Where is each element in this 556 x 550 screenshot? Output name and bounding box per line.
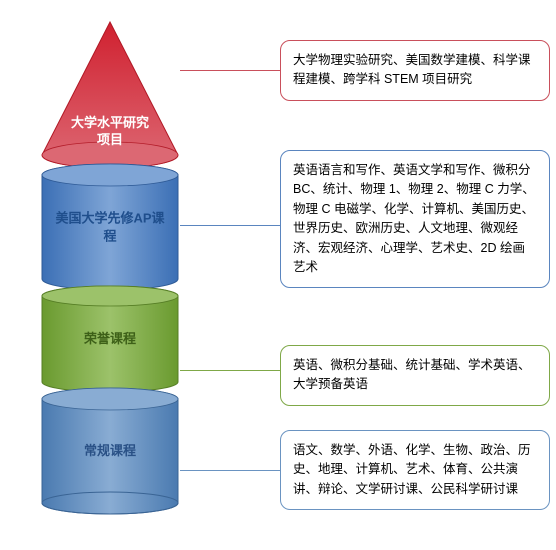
callout-level-1: 语文、数学、外语、化学、生物、政治、历史、地理、计算机、艺术、体育、公共演讲、辩…	[280, 430, 550, 510]
cyl-label-1: 常规课程	[55, 442, 165, 460]
callout-level-4: 大学物理实验研究、美国数学建模、科学课程建模、跨学科 STEM 项目研究	[280, 40, 550, 101]
curriculum-pyramid-diagram: 大学水平研究项目 美国大学先修AP课程	[20, 20, 536, 530]
callout-level-2: 英语、微积分基础、统计基础、学术英语、大学预备英语	[280, 345, 550, 406]
cyl-label-3: 美国大学先修AP课程	[55, 209, 165, 244]
cone-level-4: 大学水平研究项目	[40, 20, 180, 170]
cylinder-stack: 大学水平研究项目 美国大学先修AP课程	[40, 20, 180, 516]
cone-label: 大学水平研究项目	[65, 115, 155, 149]
cylinder-level-2: 荣誉课程	[40, 284, 180, 394]
connector-3	[180, 225, 280, 226]
connector-1	[180, 470, 280, 471]
callout-level-3: 英语语言和写作、英语文学和写作、微积分 BC、统计、物理 1、物理 2、物理 C…	[280, 150, 550, 288]
connector-4	[180, 70, 280, 71]
cylinder-level-3: 美国大学先修AP课程	[40, 162, 180, 292]
connector-2	[180, 370, 280, 371]
cylinder-level-1: 常规课程	[40, 386, 180, 516]
cyl-label-2: 荣誉课程	[55, 330, 165, 348]
